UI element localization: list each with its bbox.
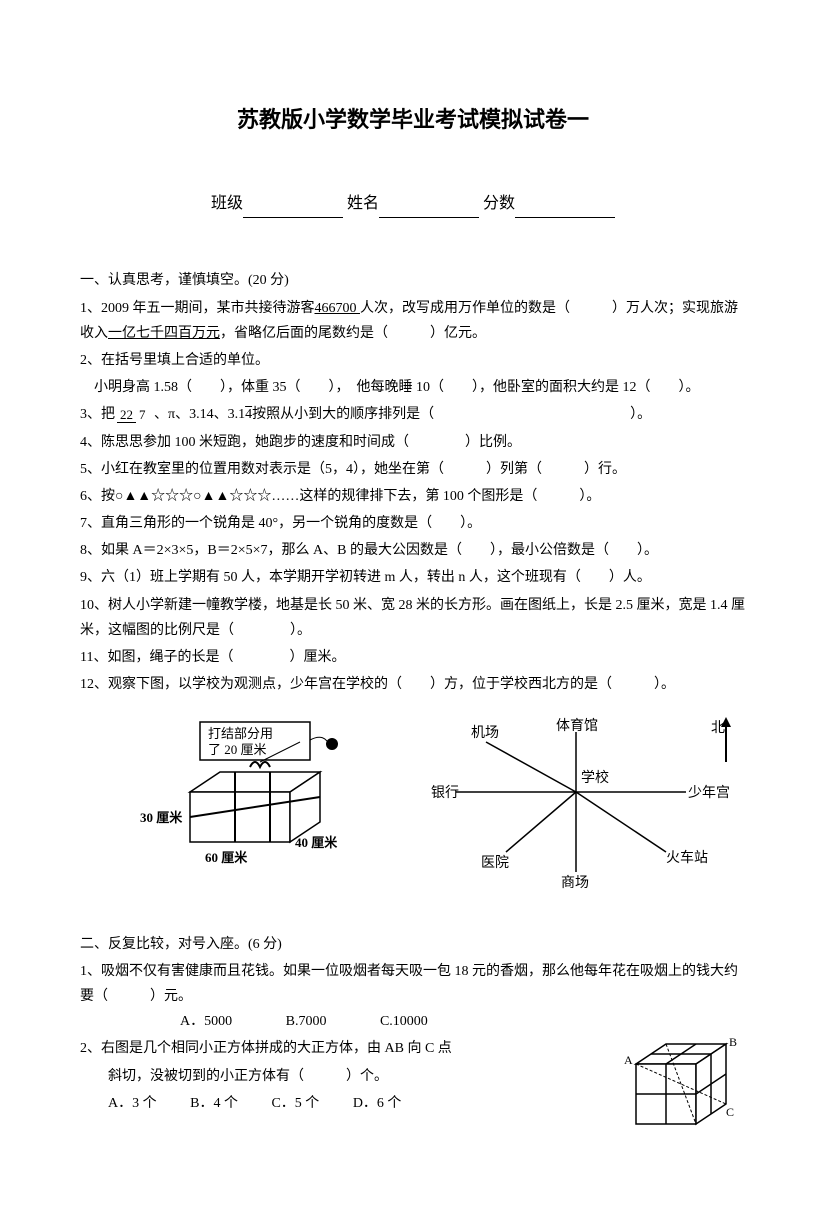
svg-text:银行: 银行 xyxy=(431,785,459,801)
q3-text-b: 、π、3.14、3.1 xyxy=(154,407,245,422)
option-a[interactable]: A．3 个 xyxy=(108,1091,157,1116)
exam-title: 苏教版小学数学毕业考试模拟试卷一 xyxy=(80,100,746,140)
q5: 5、小红在教室里的位置用数对表示是（5，4），她坐在第（ ）列第（ ）行。 xyxy=(80,457,746,482)
svg-text:B: B xyxy=(729,1035,737,1049)
student-info: 班级 姓名 分数 xyxy=(80,190,746,219)
rope-box-figure: 打结部分用 了 20 厘米 30 厘米 60 厘米 40 厘米 xyxy=(100,712,360,881)
q3-text-c: 按照从小到大的顺序排列是（ ）。 xyxy=(252,407,651,422)
svg-text:体育馆: 体育馆 xyxy=(556,718,598,734)
q9: 9、六（1）班上学期有 50 人，本学期开学初转进 m 人，转出 n 人，这个班… xyxy=(80,565,746,590)
s2-q2-options: A．3 个 B．4 个 C．5 个 D．6 个 xyxy=(80,1091,616,1116)
svg-text:40 厘米: 40 厘米 xyxy=(295,835,338,850)
option-b[interactable]: B．4 个 xyxy=(190,1091,238,1116)
svg-text:60 厘米: 60 厘米 xyxy=(205,850,248,865)
q1-text-c: ，省略亿后面的尾数约是（ ）亿元。 xyxy=(220,326,486,341)
option-c[interactable]: C．5 个 xyxy=(271,1091,319,1116)
svg-text:打结部分用: 打结部分用 xyxy=(208,726,273,741)
score-blank[interactable] xyxy=(515,200,615,218)
q7: 7、直角三角形的一个锐角是 40°，另一个锐角的度数是（ ）。 xyxy=(80,511,746,536)
option-b[interactable]: B.7000 xyxy=(286,1009,327,1034)
section-2-header: 二、反复比较，对号入座。(6 分) xyxy=(80,932,746,957)
svg-text:医院: 医院 xyxy=(481,855,509,871)
q8: 8、如果 A＝2×3×5，B＝2×5×7，那么 A、B 的最大公因数是（ ），最… xyxy=(80,538,746,563)
s2-q1: 1、吸烟不仅有害健康而且花钱。如果一位吸烟者每天吸一包 18 元的香烟，那么他每… xyxy=(80,959,746,1009)
class-blank[interactable] xyxy=(243,200,343,218)
q2: 2、在括号里填上合适的单位。 xyxy=(80,348,746,373)
q1: 1、2009 年五一期间，某市共接待游客466700 人次，改写成用万作单位的数… xyxy=(80,296,746,346)
section-1-header: 一、认真思考，谨慎填空。(20 分) xyxy=(80,268,746,293)
q12: 12、观察下图，以学校为观测点，少年宫在学校的（ ）方，位于学校西北方的是（ ）… xyxy=(80,672,746,697)
svg-text:了 20 厘米: 了 20 厘米 xyxy=(208,742,267,757)
s2-q1-options: A．5000 B.7000 C.10000 xyxy=(80,1009,746,1034)
figures-row: 打结部分用 了 20 厘米 30 厘米 60 厘米 40 厘米 xyxy=(80,712,746,911)
q1-text-a: 1、2009 年五一期间，某市共接待游客 xyxy=(80,301,315,316)
q4: 4、陈思思参加 100 米短跑，她跑步的速度和时间成（ ）比例。 xyxy=(80,430,746,455)
q6: 6、按○▲▲☆☆☆○▲▲☆☆☆……这样的规律排下去，第 100 个图形是（ ）。 xyxy=(80,484,746,509)
s2-q2-line2: 斜切，没被切到的小正方体有（ ）个。 xyxy=(80,1064,616,1089)
svg-text:商场: 商场 xyxy=(561,875,589,891)
q1-underline-1: 466700 xyxy=(315,301,361,316)
q2-body: 小明身高 1.58（ ），体重 35（ ）， 他每晚睡 10（ ），他卧室的面积… xyxy=(80,375,746,400)
s2-q2-line1: 2、右图是几个相同小正方体拼成的大正方体，由 AB 向 C 点 xyxy=(80,1036,616,1061)
svg-text:北: 北 xyxy=(711,720,725,736)
q3: 3、把227 、π、3.14、3.14按照从小到大的顺序排列是（ ）。 xyxy=(80,402,746,427)
svg-text:机场: 机场 xyxy=(471,725,499,741)
fraction-22-7: 227 xyxy=(117,408,149,422)
name-label: 姓名 xyxy=(347,195,379,212)
q1-underline-2: 一亿七千四百万元 xyxy=(108,326,220,341)
cube-figure: A B C xyxy=(616,1034,746,1153)
q3-text-a: 3、把 xyxy=(80,407,115,422)
svg-text:少年宫: 少年宫 xyxy=(688,785,730,801)
option-a[interactable]: A．5000 xyxy=(180,1009,232,1034)
svg-text:A: A xyxy=(624,1053,633,1067)
option-d[interactable]: D．6 个 xyxy=(353,1091,402,1116)
svg-text:学校: 学校 xyxy=(581,769,609,786)
class-label: 班级 xyxy=(211,195,243,212)
direction-map-figure: 北 机场 体育馆 银行 学校 少年宫 医院 商场 火车站 xyxy=(426,712,726,911)
svg-text:C: C xyxy=(726,1105,734,1119)
q10: 10、树人小学新建一幢教学楼，地基是长 50 米、宽 28 米的长方形。画在图纸… xyxy=(80,593,746,643)
option-c[interactable]: C.10000 xyxy=(380,1009,428,1034)
name-blank[interactable] xyxy=(379,200,479,218)
svg-text:火车站: 火车站 xyxy=(666,849,708,866)
svg-text:30 厘米: 30 厘米 xyxy=(140,810,183,825)
q11: 11、如图，绳子的长是（ ）厘米。 xyxy=(80,645,746,670)
score-label: 分数 xyxy=(483,195,515,212)
